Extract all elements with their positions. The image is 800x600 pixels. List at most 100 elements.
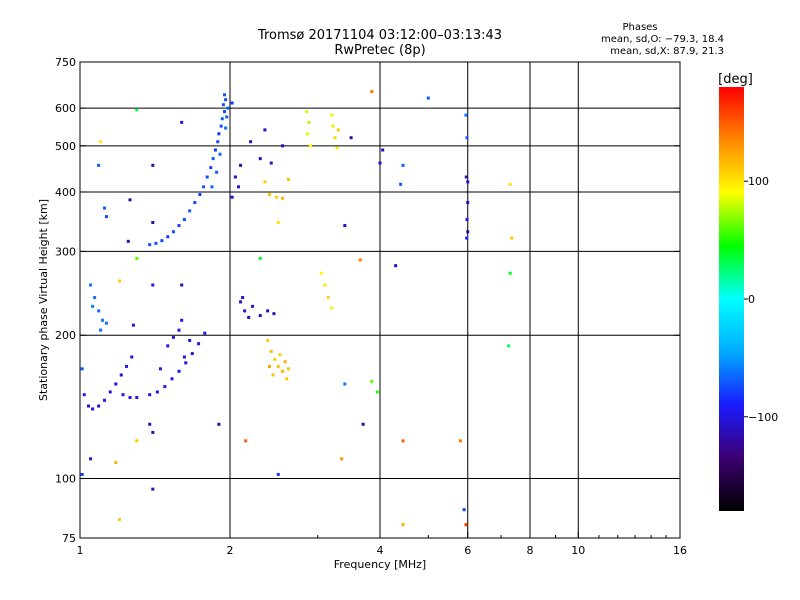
data-point xyxy=(117,518,121,522)
data-point xyxy=(148,422,152,426)
data-point xyxy=(278,353,282,357)
data-point xyxy=(276,221,280,225)
data-point xyxy=(180,318,184,322)
data-point xyxy=(91,407,95,411)
data-point xyxy=(97,163,101,167)
phases-x-stats: mean, sd,X: 87.9, 21.3 xyxy=(610,46,724,57)
data-point xyxy=(466,230,470,234)
data-point xyxy=(462,508,466,512)
data-point xyxy=(243,309,247,313)
data-point xyxy=(258,314,262,318)
data-point xyxy=(160,239,164,243)
chart-title: Tromsø 20171104 03:12:00–03:13:43 xyxy=(257,28,503,43)
data-point xyxy=(394,264,398,268)
data-point xyxy=(251,304,255,308)
data-point xyxy=(276,472,280,476)
data-point xyxy=(340,457,344,461)
data-point xyxy=(401,163,405,167)
data-point xyxy=(230,195,234,199)
data-point xyxy=(171,230,175,234)
y-tick-label: 500 xyxy=(55,140,76,153)
data-point xyxy=(465,218,469,222)
data-point xyxy=(258,256,262,260)
data-point xyxy=(236,185,240,189)
data-point xyxy=(101,318,105,322)
data-point xyxy=(163,385,167,389)
data-point xyxy=(336,128,340,132)
data-point xyxy=(114,461,118,465)
data-point xyxy=(399,182,403,186)
data-point xyxy=(154,241,158,245)
data-point xyxy=(507,344,511,348)
data-point xyxy=(244,439,248,443)
data-point xyxy=(193,201,197,205)
data-point xyxy=(121,393,125,397)
data-point xyxy=(170,377,174,381)
data-point xyxy=(177,224,181,228)
data-point xyxy=(271,373,275,377)
data-point xyxy=(103,398,107,402)
data-point xyxy=(182,218,186,222)
data-point xyxy=(247,315,251,319)
data-point xyxy=(241,296,245,300)
data-point xyxy=(210,185,214,189)
data-point xyxy=(263,128,267,132)
data-point xyxy=(166,235,170,239)
chart-subtitle: RwPretec (8p) xyxy=(334,43,426,58)
data-point xyxy=(219,124,223,128)
data-point xyxy=(333,136,337,140)
x-tick-label: 2 xyxy=(227,544,234,557)
data-point xyxy=(91,304,95,308)
data-point xyxy=(401,439,405,443)
data-point xyxy=(464,113,468,117)
data-point xyxy=(213,148,217,152)
data-point xyxy=(205,175,209,179)
data-point xyxy=(263,180,267,184)
data-point xyxy=(99,328,103,332)
data-point xyxy=(239,300,243,304)
data-point xyxy=(358,258,362,262)
data-point xyxy=(188,338,192,342)
data-point xyxy=(151,487,155,491)
data-point xyxy=(510,236,514,240)
data-point xyxy=(148,393,152,397)
data-point xyxy=(308,144,312,148)
data-point xyxy=(217,132,221,136)
data-point xyxy=(220,117,224,121)
data-point xyxy=(180,283,184,287)
data-point xyxy=(93,296,97,300)
data-point xyxy=(305,110,309,114)
y-tick-label: 300 xyxy=(55,245,76,258)
data-point xyxy=(426,96,430,100)
data-point xyxy=(258,157,262,161)
colorbar-gradient xyxy=(719,87,744,511)
y-tick-label: 750 xyxy=(55,56,76,69)
colorbar-label: [deg] xyxy=(718,72,753,87)
data-point xyxy=(466,201,470,205)
data-point xyxy=(269,349,273,353)
data-point xyxy=(305,132,309,136)
data-point xyxy=(188,209,192,213)
data-point xyxy=(269,161,273,165)
x-tick-label: 16 xyxy=(673,544,687,557)
data-point xyxy=(335,146,339,150)
data-point xyxy=(343,224,347,228)
x-tick-label: 8 xyxy=(527,544,534,557)
data-point xyxy=(285,377,289,381)
data-point xyxy=(180,120,184,124)
data-point xyxy=(330,306,334,310)
phases-o-stats: mean, sd,O: −79.3, 18.4 xyxy=(601,34,724,45)
colorbar-tick-label: 0 xyxy=(748,293,755,306)
y-tick-label: 75 xyxy=(62,532,76,545)
data-point xyxy=(215,170,219,174)
data-point xyxy=(119,373,123,377)
y-axis: 75 100 200 300 400 500 600 750 xyxy=(55,56,680,545)
data-point xyxy=(349,136,353,140)
colorbar: [deg] −100 0 100 xyxy=(718,72,778,511)
data-point xyxy=(131,323,135,327)
data-point xyxy=(286,367,290,371)
x-axis: 1 2 4 6 8 10 16 xyxy=(77,532,687,557)
data-point xyxy=(326,296,330,300)
data-point xyxy=(151,283,155,287)
